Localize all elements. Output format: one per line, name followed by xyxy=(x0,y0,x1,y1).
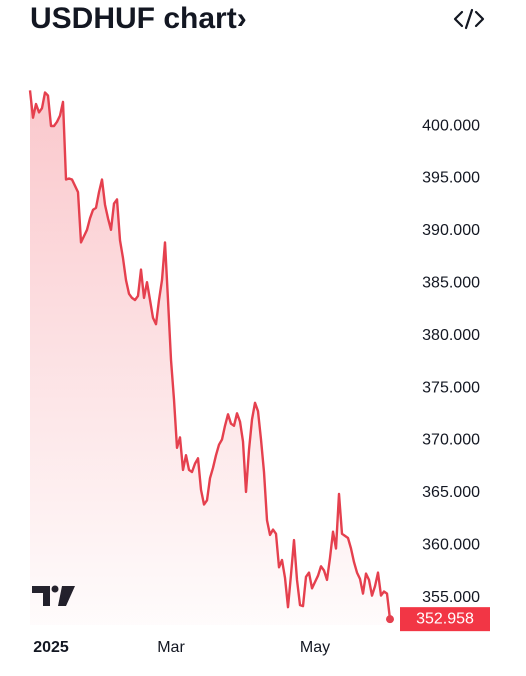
embed-icon-left xyxy=(453,10,464,28)
x-tick-label: Mar xyxy=(157,639,185,656)
embed-icon[interactable] xyxy=(453,8,485,30)
y-tick-label: 365.000 xyxy=(422,484,480,501)
y-tick-label: 355.000 xyxy=(422,589,480,606)
price-label-box xyxy=(400,607,490,632)
y-tick-label: 390.000 xyxy=(422,222,480,239)
price-label: 352.958 xyxy=(416,610,474,627)
embed-icon-slash xyxy=(464,8,474,30)
y-tick-label: 400.000 xyxy=(422,117,480,134)
y-tick-label: 385.000 xyxy=(422,274,480,291)
y-tick-label: 395.000 xyxy=(422,170,480,187)
y-tick-label: 375.000 xyxy=(422,379,480,396)
y-tick-label: 380.000 xyxy=(422,327,480,344)
embed-icon-right xyxy=(474,10,485,28)
y-tick-label: 370.000 xyxy=(422,432,480,449)
line xyxy=(28,90,392,620)
area xyxy=(30,90,390,625)
last-point xyxy=(386,615,394,624)
x-tick-label: 2025 xyxy=(33,639,69,656)
y-tick-label: 360.000 xyxy=(422,537,480,554)
x-tick-label: May xyxy=(300,639,330,656)
chart-title[interactable]: USDHUF chart› xyxy=(30,2,247,35)
